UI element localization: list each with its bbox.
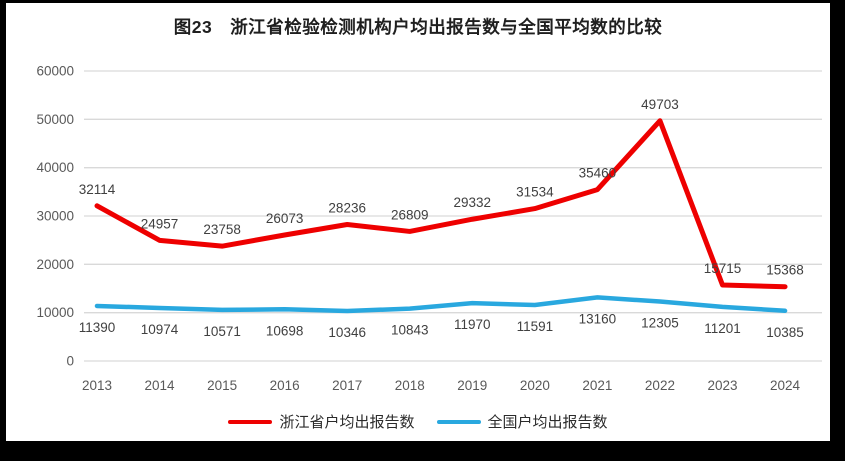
x-tick-label-2013: 2013 xyxy=(82,378,112,393)
national-series-line xyxy=(94,295,788,314)
zhejiang-line-swatch xyxy=(228,419,273,424)
x-tick-label-2020: 2020 xyxy=(520,378,550,393)
zhejiang-data-label-2015: 23758 xyxy=(203,222,241,237)
y-tick-label-20000: 20000 xyxy=(36,257,74,272)
legend-label-national: 全国户均出报告数 xyxy=(487,414,608,431)
x-tick-label-2022: 2022 xyxy=(645,378,675,393)
national-data-label-2024: 10385 xyxy=(766,325,804,340)
legend-item-zhejiang: 浙江省户均出报告数 xyxy=(228,411,415,432)
y-tick-label-40000: 40000 xyxy=(36,160,74,175)
zhejiang-data-label-2019: 29332 xyxy=(454,195,492,210)
legend-label-zhejiang: 浙江省户均出报告数 xyxy=(279,414,415,431)
national-data-label-2020: 11591 xyxy=(517,319,554,334)
zhejiang-data-label-2013: 32114 xyxy=(79,182,116,197)
x-tick-label-2014: 2014 xyxy=(145,378,176,393)
zhejiang-data-label-2018: 26809 xyxy=(391,207,429,222)
y-tick-label-30000: 30000 xyxy=(36,209,74,224)
zhejiang-series-line xyxy=(94,118,788,290)
chart-canvas: 图23 浙江省检验检测机构户均出报告数与全国平均数的比较 0 10000 20000… xyxy=(6,3,830,441)
zhejiang-data-label-2017: 28236 xyxy=(328,201,366,216)
x-tick-label-2024: 2024 xyxy=(770,378,801,393)
x-tick-label-2023: 2023 xyxy=(707,378,737,393)
x-tick-label-2019: 2019 xyxy=(457,378,487,393)
chart-title: 图23 浙江省检验检测机构户均出报告数与全国平均数的比较 xyxy=(173,17,663,37)
national-data-label-2017: 10346 xyxy=(328,325,366,340)
x-tick-label-2015: 2015 xyxy=(207,378,237,393)
x-tick-label-2016: 2016 xyxy=(270,378,300,393)
x-tick-label-2017: 2017 xyxy=(332,378,362,393)
zhejiang-data-label-2020: 31534 xyxy=(516,185,554,200)
national-data-label-2013: 11390 xyxy=(79,320,116,335)
zhejiang-data-label-2023: 15715 xyxy=(704,261,742,276)
y-tick-label-10000: 10000 xyxy=(36,305,74,320)
zhejiang-data-label-2016: 26073 xyxy=(266,211,304,226)
national-data-label-2019: 11970 xyxy=(454,317,491,332)
legend-item-national: 全国户均出报告数 xyxy=(436,411,608,432)
national-line-swatch xyxy=(436,419,481,424)
y-tick-label-0: 0 xyxy=(66,354,74,369)
x-tick-label-2021: 2021 xyxy=(582,378,612,393)
zhejiang-data-label-2021: 35460 xyxy=(579,166,617,181)
national-data-label-2022: 12305 xyxy=(641,316,679,331)
national-data-label-2021: 13160 xyxy=(579,311,617,326)
y-tick-label-50000: 50000 xyxy=(36,112,74,127)
zhejiang-data-label-2014: 24957 xyxy=(141,216,179,231)
x-tick-label-2018: 2018 xyxy=(395,378,425,393)
national-data-label-2023: 11201 xyxy=(704,321,741,336)
national-data-label-2014: 10974 xyxy=(141,322,179,337)
chart-legend: 浙江省户均出报告数 全国户均出报告数 xyxy=(6,411,830,432)
line-chart: 0 10000 20000 30000 40000 50000 60000 2013 2014 2… xyxy=(36,64,822,393)
national-data-label-2015: 10571 xyxy=(203,324,241,339)
national-data-label-2016: 10698 xyxy=(266,323,304,338)
zhejiang-data-label-2022: 49703 xyxy=(641,97,679,112)
zhejiang-data-label-2024: 15368 xyxy=(766,263,804,278)
y-tick-label-60000: 60000 xyxy=(36,64,74,79)
national-data-label-2018: 10843 xyxy=(391,323,429,338)
